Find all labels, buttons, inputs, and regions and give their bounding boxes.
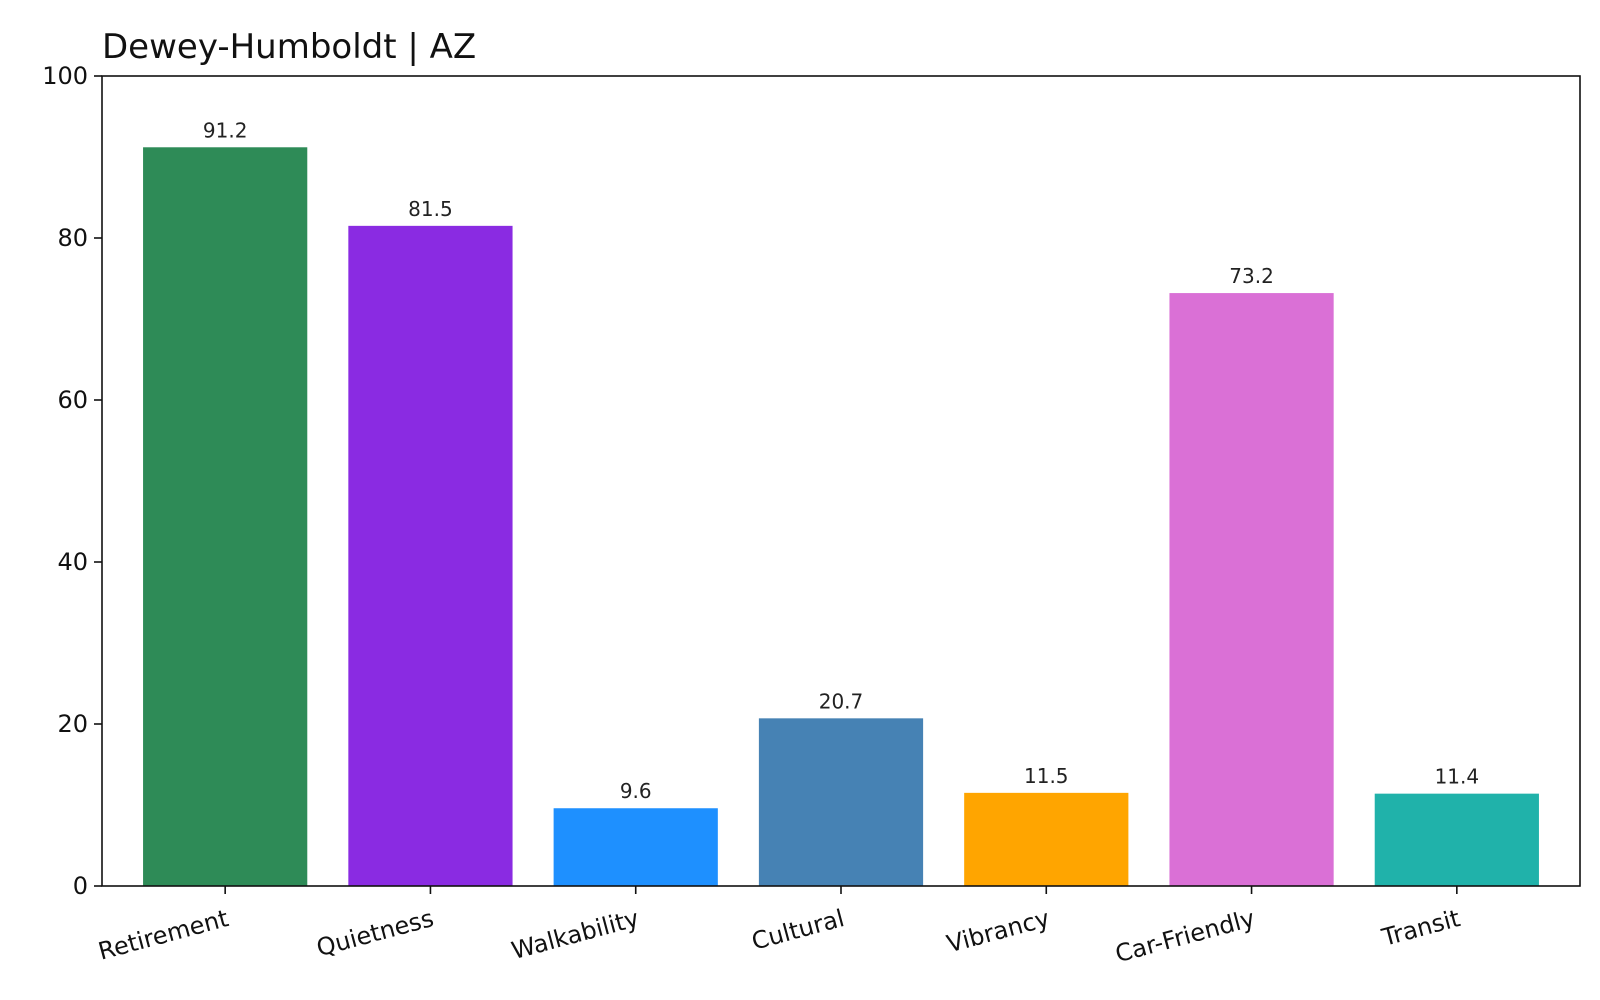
bar-transit	[1374, 793, 1539, 886]
bar-value-label: 11.5	[1024, 764, 1069, 788]
bar-value-label: 11.4	[1435, 765, 1480, 789]
bar-quietness	[348, 225, 513, 887]
bar-value-label: 9.6	[620, 779, 652, 803]
chart-title: Dewey-Humboldt | AZ	[102, 27, 476, 67]
y-tick-label: 80	[57, 224, 88, 252]
x-tick-label: Vibrancy	[944, 904, 1053, 958]
x-tick-label: Car-Friendly	[1112, 904, 1258, 968]
x-tick-label: Cultural	[749, 904, 848, 956]
y-tick-label: 100	[42, 62, 88, 90]
bar-value-label: 91.2	[203, 118, 248, 142]
bar-value-label: 81.5	[408, 197, 453, 221]
y-tick-label: 0	[73, 872, 88, 900]
x-tick-label: Transit	[1378, 904, 1463, 952]
bar-value-label: 20.7	[819, 689, 864, 713]
bar-value-label: 73.2	[1229, 264, 1274, 288]
x-axis: Retirement Quietness Walkability Cultural Vi…	[95, 886, 1463, 968]
bar-vibrancy	[964, 792, 1129, 886]
y-tick-label: 60	[57, 386, 88, 414]
x-tick-label: Retirement	[95, 904, 231, 966]
y-tick-label: 20	[57, 710, 88, 738]
bar-cultural	[758, 718, 924, 886]
x-tick-label: Walkability	[509, 904, 642, 965]
bars-group	[143, 147, 1539, 887]
bar-retirement	[143, 147, 308, 886]
x-tick-label: Quietness	[314, 904, 437, 962]
bar-car-friendly	[1169, 293, 1334, 887]
plot-frame	[101, 75, 1581, 887]
bar-walkability	[553, 808, 718, 886]
y-tick-label: 40	[57, 548, 88, 576]
data-labels-group: 91.2 81.5 9.6 20.7 11.5 73.2 11.4	[203, 118, 1479, 803]
y-axis: 0 20 40 60 80 100	[42, 62, 102, 900]
